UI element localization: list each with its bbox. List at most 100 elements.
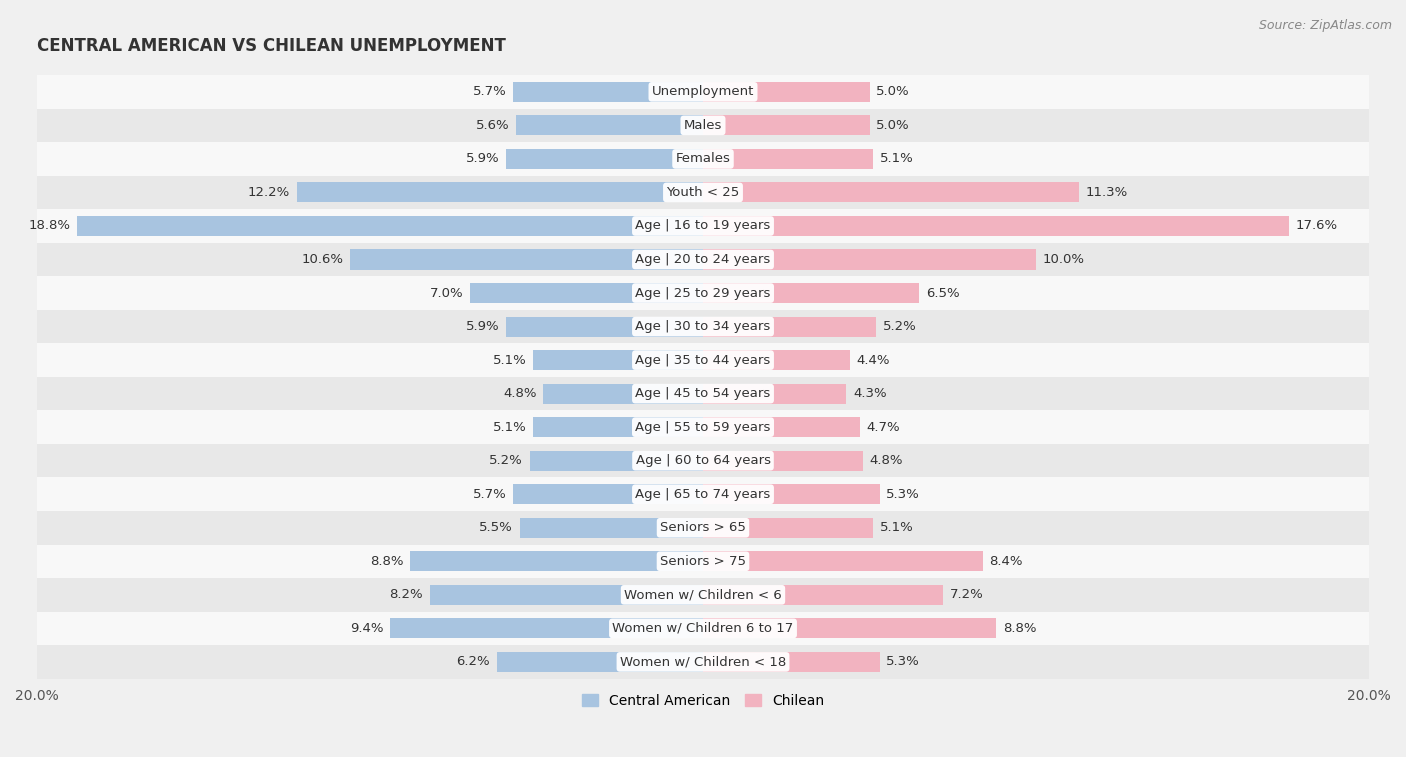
Text: 17.6%: 17.6% xyxy=(1296,220,1339,232)
Text: 10.0%: 10.0% xyxy=(1043,253,1084,266)
Text: Seniors > 65: Seniors > 65 xyxy=(659,522,747,534)
Text: Age | 45 to 54 years: Age | 45 to 54 years xyxy=(636,387,770,400)
Bar xyxy=(703,283,920,303)
Text: 8.8%: 8.8% xyxy=(1002,621,1036,635)
Bar xyxy=(37,645,1369,679)
Bar xyxy=(513,484,703,504)
Bar xyxy=(37,444,1369,478)
Bar xyxy=(703,450,863,471)
Bar xyxy=(533,350,703,370)
Text: Males: Males xyxy=(683,119,723,132)
Text: 5.1%: 5.1% xyxy=(880,152,914,166)
Text: Women w/ Children < 6: Women w/ Children < 6 xyxy=(624,588,782,601)
Text: 9.4%: 9.4% xyxy=(350,621,384,635)
Text: Women w/ Children < 18: Women w/ Children < 18 xyxy=(620,656,786,668)
Bar xyxy=(37,612,1369,645)
Text: 5.1%: 5.1% xyxy=(492,421,526,434)
Text: 8.2%: 8.2% xyxy=(389,588,423,601)
Text: 6.2%: 6.2% xyxy=(456,656,489,668)
Text: 6.5%: 6.5% xyxy=(927,287,960,300)
Bar xyxy=(37,142,1369,176)
Text: 7.0%: 7.0% xyxy=(430,287,463,300)
Bar xyxy=(513,82,703,102)
Bar xyxy=(703,652,880,672)
Text: 5.1%: 5.1% xyxy=(880,522,914,534)
Text: Women w/ Children 6 to 17: Women w/ Children 6 to 17 xyxy=(613,621,793,635)
Text: 5.5%: 5.5% xyxy=(479,522,513,534)
Text: 5.0%: 5.0% xyxy=(876,86,910,98)
Bar xyxy=(703,350,849,370)
Text: Age | 16 to 19 years: Age | 16 to 19 years xyxy=(636,220,770,232)
Text: Age | 20 to 24 years: Age | 20 to 24 years xyxy=(636,253,770,266)
Bar xyxy=(703,417,859,438)
Text: 5.3%: 5.3% xyxy=(886,488,920,500)
Bar xyxy=(37,478,1369,511)
Text: 5.1%: 5.1% xyxy=(492,354,526,366)
Text: Age | 35 to 44 years: Age | 35 to 44 years xyxy=(636,354,770,366)
Text: 5.7%: 5.7% xyxy=(472,488,506,500)
Text: 7.2%: 7.2% xyxy=(949,588,983,601)
Bar xyxy=(37,544,1369,578)
Bar xyxy=(389,618,703,638)
Bar xyxy=(703,584,943,605)
Bar xyxy=(37,377,1369,410)
Bar xyxy=(37,209,1369,243)
Bar xyxy=(37,276,1369,310)
Text: 5.6%: 5.6% xyxy=(477,119,510,132)
Bar xyxy=(703,250,1036,269)
Bar xyxy=(77,216,703,236)
Bar xyxy=(297,182,703,202)
Bar xyxy=(411,551,703,572)
Text: Unemployment: Unemployment xyxy=(652,86,754,98)
Text: Age | 25 to 29 years: Age | 25 to 29 years xyxy=(636,287,770,300)
Bar xyxy=(703,518,873,537)
Text: 4.8%: 4.8% xyxy=(869,454,903,467)
Text: 5.0%: 5.0% xyxy=(876,119,910,132)
Bar xyxy=(37,511,1369,544)
Bar xyxy=(37,344,1369,377)
Bar xyxy=(496,652,703,672)
Text: 11.3%: 11.3% xyxy=(1085,186,1128,199)
Bar xyxy=(37,410,1369,444)
Bar xyxy=(37,310,1369,344)
Bar xyxy=(703,618,995,638)
Bar xyxy=(543,384,703,403)
Bar xyxy=(516,115,703,136)
Bar xyxy=(703,484,880,504)
Bar xyxy=(430,584,703,605)
Legend: Central American, Chilean: Central American, Chilean xyxy=(576,688,830,714)
Text: 5.2%: 5.2% xyxy=(883,320,917,333)
Bar xyxy=(530,450,703,471)
Text: 5.3%: 5.3% xyxy=(886,656,920,668)
Text: 4.8%: 4.8% xyxy=(503,387,537,400)
Text: 12.2%: 12.2% xyxy=(247,186,290,199)
Bar xyxy=(37,75,1369,108)
Bar xyxy=(703,149,873,169)
Bar xyxy=(520,518,703,537)
Text: Seniors > 75: Seniors > 75 xyxy=(659,555,747,568)
Text: 4.7%: 4.7% xyxy=(866,421,900,434)
Text: CENTRAL AMERICAN VS CHILEAN UNEMPLOYMENT: CENTRAL AMERICAN VS CHILEAN UNEMPLOYMENT xyxy=(37,37,506,55)
Bar xyxy=(350,250,703,269)
Text: 5.2%: 5.2% xyxy=(489,454,523,467)
Bar xyxy=(703,182,1080,202)
Bar xyxy=(37,578,1369,612)
Bar xyxy=(703,551,983,572)
Bar xyxy=(703,82,869,102)
Text: Females: Females xyxy=(675,152,731,166)
Bar xyxy=(37,243,1369,276)
Text: Age | 60 to 64 years: Age | 60 to 64 years xyxy=(636,454,770,467)
Text: 10.6%: 10.6% xyxy=(301,253,343,266)
Text: 5.7%: 5.7% xyxy=(472,86,506,98)
Text: Youth < 25: Youth < 25 xyxy=(666,186,740,199)
Bar xyxy=(703,384,846,403)
Bar xyxy=(703,216,1289,236)
Text: Source: ZipAtlas.com: Source: ZipAtlas.com xyxy=(1258,19,1392,32)
Text: 4.4%: 4.4% xyxy=(856,354,890,366)
Text: Age | 55 to 59 years: Age | 55 to 59 years xyxy=(636,421,770,434)
Text: 8.4%: 8.4% xyxy=(990,555,1024,568)
Text: 5.9%: 5.9% xyxy=(467,152,499,166)
Bar xyxy=(506,316,703,337)
Bar xyxy=(506,149,703,169)
Text: 8.8%: 8.8% xyxy=(370,555,404,568)
